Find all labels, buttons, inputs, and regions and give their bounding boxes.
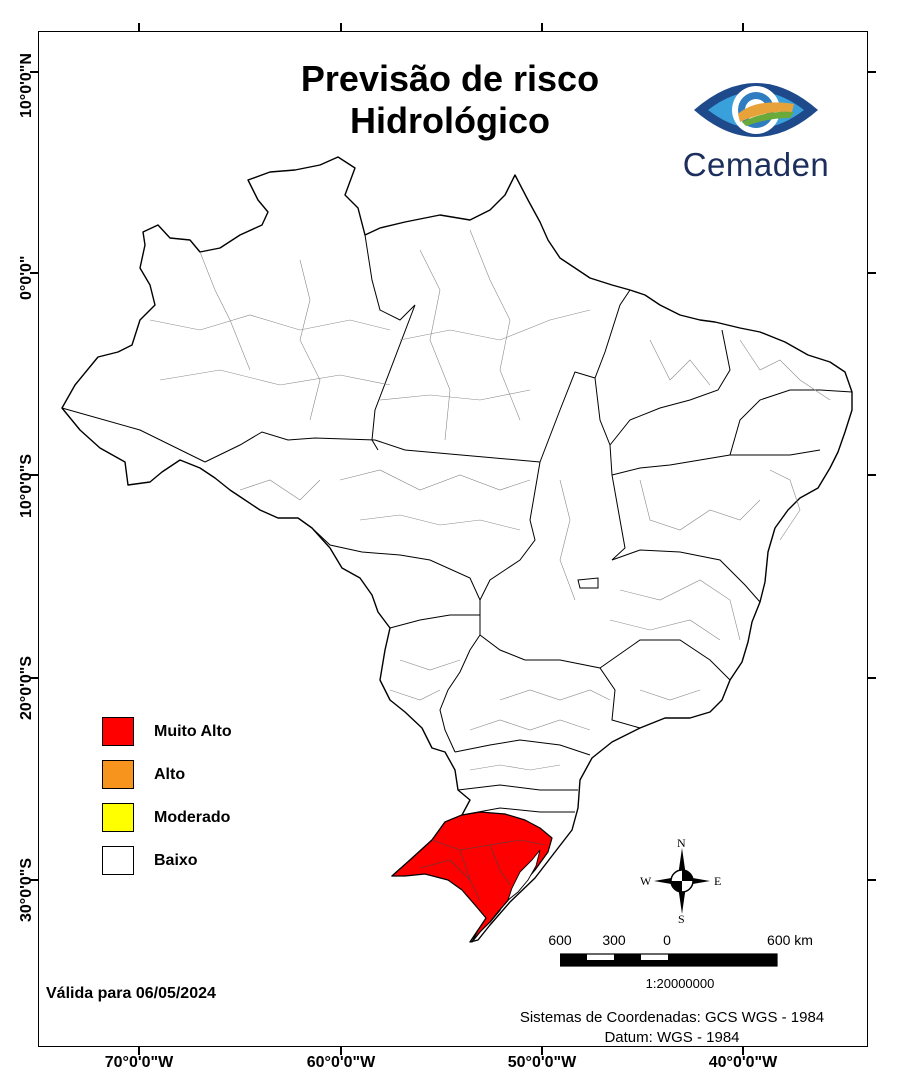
legend-swatch-baixo [102,846,134,875]
lon-tick [340,23,342,31]
cemaden-logo: Cemaden [676,68,836,188]
scale-ratio: 1:20000000 [645,976,715,991]
lon-tick [340,1047,342,1055]
legend-swatch-alto [102,760,134,789]
coordinate-system-info: Sistemas de Coordenadas: GCS WGS - 1984 … [480,1008,864,1048]
legend-swatch-muito-alto [102,717,134,746]
brazil-outline [61,156,853,943]
eye-logo-icon [694,83,818,137]
lat-tick [30,677,38,679]
title-line-2: Hidrológico [350,100,550,141]
lat-tick [30,879,38,881]
map-title: Previsão de risco Hidrológico [230,58,670,142]
scale-label-600-left: 600 [548,932,572,948]
legend-item-baixo: Baixo [102,839,232,882]
coordinate-system: Sistemas de Coordenadas: GCS WGS - 1984 [519,1009,825,1026]
lon-label-40w: 40°0'0"W [708,1054,778,1071]
legend-label: Moderado [154,808,231,826]
legend-item-moderado: Moderado [102,796,232,839]
compass-s: S [678,912,685,926]
scale-label-600-right: 600 km [767,932,813,948]
compass-w: W [640,874,652,888]
lon-label-60w: 60°0'0"W [306,1054,376,1071]
lon-tick [742,1047,744,1055]
compass-n: N [677,836,686,850]
lon-tick [742,23,744,31]
scale-label-300: 300 [602,932,626,948]
lagoa-dos-patos [507,849,541,902]
lat-tick [868,879,876,881]
lon-tick [541,1047,543,1055]
mesoregion-borders [149,229,831,771]
lat-tick [868,474,876,476]
lat-tick [30,474,38,476]
lon-tick [138,23,140,31]
state-borders [61,234,853,816]
scale-bar: 600 300 0 600 km 1:20000000 [540,930,840,991]
legend-label: Muito Alto [154,722,232,740]
legend-item-muito-alto: Muito Alto [102,710,232,753]
compass-rose-icon [654,848,710,914]
lat-tick [30,272,38,274]
lat-tick [868,677,876,679]
lon-tick [138,1047,140,1055]
logo-text: Cemaden [682,146,830,183]
lon-label-70w: 70°0'0"W [104,1054,174,1071]
legend-label: Alto [154,765,186,783]
compass-e: E [714,874,722,888]
legend-item-alto: Alto [102,753,232,796]
title-line-1: Previsão de risco [300,58,600,99]
legend: Muito Alto Alto Moderado Baixo [102,710,232,882]
lon-tick [541,23,543,31]
scale-bar-graphic [560,953,778,967]
datum: Datum: WGS - 1984 [604,1029,740,1046]
lat-tick [868,71,876,73]
rs-mesoregion-borders [419,839,546,901]
legend-swatch-moderado [102,803,134,832]
lat-tick [868,272,876,274]
lat-tick [30,71,38,73]
compass-rose: N S W E [640,836,724,926]
lon-label-50w: 50°0'0"W [507,1054,577,1071]
validity-date: Válida para 06/05/2024 [46,985,216,1002]
legend-label: Baixo [154,851,198,869]
scale-label-0: 0 [663,932,671,948]
